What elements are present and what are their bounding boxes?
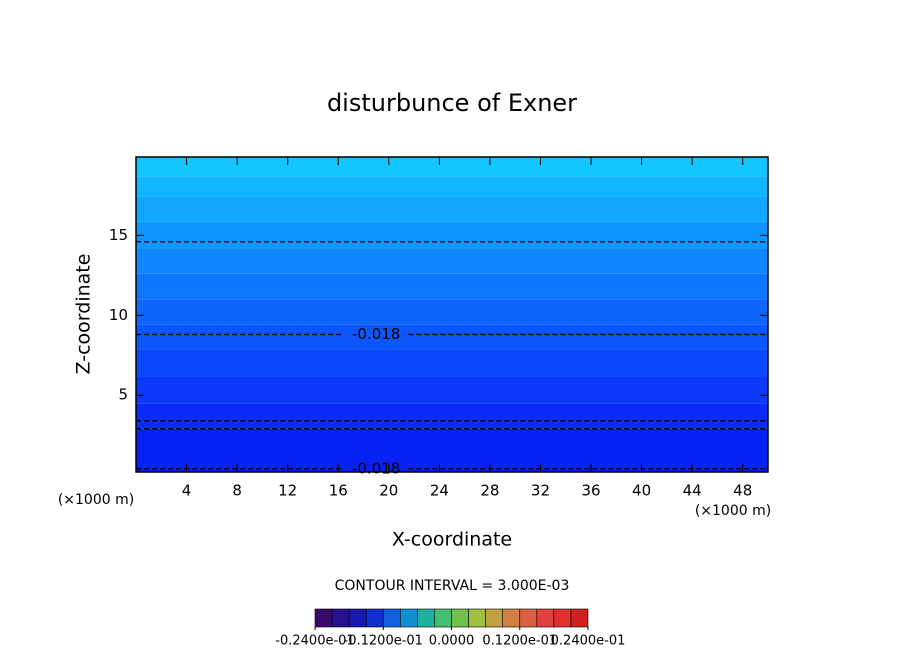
- x-tick-label: 36: [581, 482, 600, 500]
- contour-band: [136, 403, 768, 429]
- colorbar-tick-label: 0.2400e-01: [551, 634, 626, 649]
- x-unit-label: (×1000 m): [58, 492, 134, 508]
- colorbar-tick-label: -0.1200e-01: [344, 634, 423, 649]
- colorbar-swatch: [365, 608, 384, 628]
- x-tick-label: 32: [531, 482, 550, 500]
- colorbar-swatch: [331, 608, 350, 628]
- contour-band: [136, 196, 768, 223]
- contour-band: [136, 350, 768, 377]
- y-axis-label: Z-coordinate: [73, 254, 95, 375]
- colorbar-swatch: [451, 608, 469, 628]
- colorbar-swatch: [434, 608, 452, 628]
- colorbar-swatch: [348, 608, 367, 628]
- x-tick-label: 16: [329, 482, 348, 500]
- colorbar-tick-label: 0.1200e-01: [482, 634, 557, 649]
- colorbar-swatch: [536, 608, 555, 628]
- contour-label: -0.018: [352, 459, 400, 477]
- y-tick-label: 5: [118, 386, 128, 404]
- colorbar-swatch: [570, 608, 589, 628]
- contour-interval: CONTOUR INTERVAL = 3.000E-03: [335, 578, 570, 594]
- x-tick-label: 24: [430, 482, 449, 500]
- contour-band: [136, 299, 768, 325]
- x-tick-label: 28: [480, 482, 499, 500]
- x-tick-label: 20: [379, 482, 398, 500]
- contour-band: [136, 324, 768, 351]
- contour-band: [136, 273, 768, 300]
- colorbar-swatch: [314, 608, 333, 628]
- x-tick-label: 8: [232, 482, 242, 500]
- contour-band: [136, 376, 768, 404]
- x-tick-label: 12: [278, 482, 297, 500]
- contour-band: [136, 248, 768, 274]
- colorbar-swatch: [553, 608, 572, 628]
- x-tick-label: 4: [182, 482, 192, 500]
- colorbar-swatch: [519, 608, 538, 628]
- colorbar-swatch: [468, 608, 486, 628]
- x-axis-label: X-coordinate: [392, 529, 512, 551]
- x-tick-label: 48: [733, 482, 752, 500]
- contour-label: -0.018: [352, 325, 400, 343]
- plot-frame: [135, 156, 769, 473]
- y-tick-label: 15: [109, 226, 128, 244]
- colorbar-swatch: [382, 608, 401, 628]
- colorbar-swatch: [417, 608, 435, 628]
- contour-band: [136, 157, 768, 177]
- chart-title: disturbunce of Exner: [327, 89, 577, 117]
- colorbar-swatch: [485, 608, 503, 628]
- contour-band: [136, 428, 768, 472]
- y-tick-label: 10: [109, 306, 128, 324]
- colorbar-tick-label: 0.0000: [429, 634, 475, 649]
- colorbar-tick-label: -0.2400e-01: [275, 634, 354, 649]
- x-tick-label: 44: [683, 482, 702, 500]
- contour-band: [136, 222, 768, 249]
- x-unit-label: (×1000 m): [695, 503, 771, 519]
- colorbar-swatch: [400, 608, 418, 628]
- x-tick-label: 40: [632, 482, 651, 500]
- contour-band: [136, 176, 768, 197]
- colorbar-swatch: [502, 608, 521, 628]
